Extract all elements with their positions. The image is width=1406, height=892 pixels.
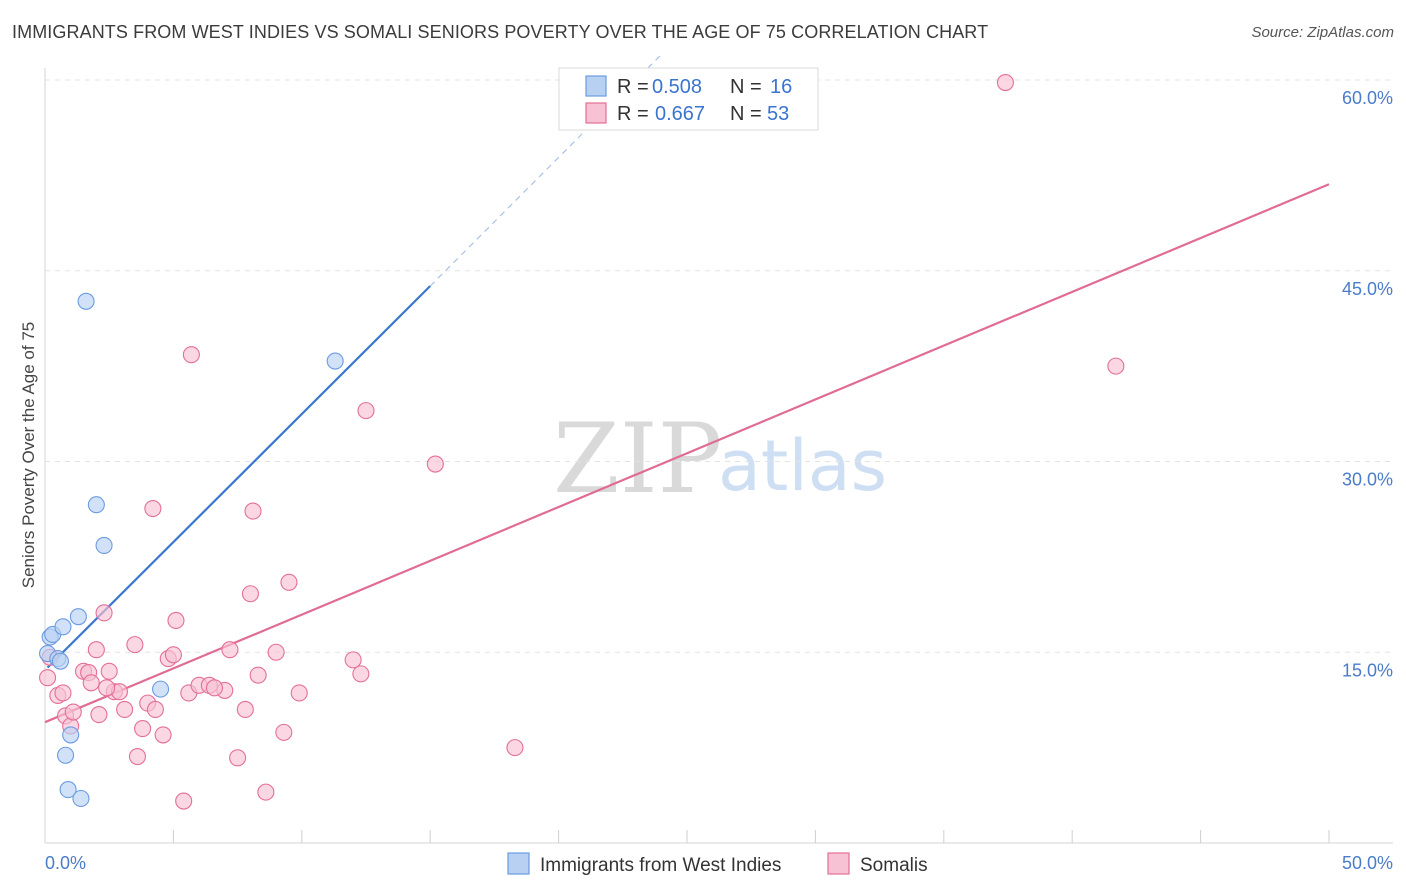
somalis-point-22 [146,700,164,719]
somalis-point-3 [54,684,72,702]
bottom-legend-label-somalis: Somalis [860,855,928,876]
x-axis-ticks [172,830,1330,843]
y-tick-labels: 15.0% 30.0% 45.0% 60.0% [1342,88,1393,680]
somalis-point-12 [95,604,113,622]
y-tick-label-15: 15.0% [1342,660,1393,680]
source-credit: Source: ZipAtlas.com [1251,24,1394,41]
somalis-point-39 [257,783,275,801]
west-indies-point-11 [77,292,95,310]
x-tick-label-50: 50.0% [1342,853,1393,873]
west-indies-point-7 [59,781,77,799]
west-indies-point-15 [326,352,344,370]
somalis-point-13 [100,662,118,680]
somalis-point-19 [134,719,152,738]
somalis-point-41 [275,723,293,741]
west-indies-point-14 [152,680,170,698]
somalis-point-42 [280,573,298,591]
somalis-point-23 [154,726,172,744]
y-tick-label-60: 60.0% [1342,88,1393,108]
west-indies-point-12 [87,496,105,514]
somalis-point-9 [82,674,100,692]
somalis-point-18 [128,747,146,766]
west-indies-point-10 [72,789,90,808]
bottom-legend-swatch-west-indies [507,852,530,875]
somalis-point-38 [249,666,267,684]
somalis-point-47 [426,455,444,473]
x-tick-label-0: 0.0% [45,853,86,873]
y-axis-label: Seniors Poverty Over the Age of 75 [19,322,38,588]
legend-r-value-west-indies: 0.508 [652,76,702,98]
somalis-point-34 [229,749,247,767]
somalis-point-45 [352,665,370,683]
somalis-point-17 [126,636,144,654]
bottom-legend-swatch-somalis [827,852,850,875]
somalis-point-50 [1107,357,1125,375]
somalis-point-49 [996,73,1014,92]
bottom-legend-label-west-indies: Immigrants from West Indies [540,855,781,876]
somalis-point-36 [241,585,259,603]
somalis-point-40 [267,643,285,661]
legend-n-label-somalis: N = [730,103,762,125]
somalis-point-29 [182,346,200,364]
legend-r-value-somalis: 0.667 [655,103,705,125]
stats-legend: R = 0.508 N = 16 R = 0.667 N = 53 [558,67,819,131]
somalis-point-37 [244,502,262,520]
somalis-point-35 [236,700,254,719]
trend-line-somalis [44,183,1330,724]
west-indies-point-6 [56,746,75,764]
y-tick-label-45: 45.0% [1342,279,1393,299]
somalis-point-25 [164,646,182,664]
chart-title: IMMIGRANTS FROM WEST INDIES VS SOMALI SE… [12,22,989,42]
somalis-point-0 [39,669,57,687]
y-tick-label-30: 30.0% [1342,470,1393,490]
somalis-point-27 [175,792,193,810]
watermark-atlas: atlas [718,425,887,507]
somalis-point-11 [90,706,108,724]
trend-lines [44,54,1330,724]
west-indies-points [39,292,344,808]
somalis-point-10 [87,641,105,659]
legend-n-label-west-indies: N = [730,76,762,98]
somalis-point-21 [144,500,162,518]
watermark-zip: ZIP [553,403,722,515]
somalis-point-44 [344,651,362,669]
legend-swatch-somalis [585,102,607,124]
gridlines [45,79,1393,653]
legend-r-label-somalis: R = [617,103,649,125]
legend-r-label-west-indies: R = [617,76,649,98]
legend-swatch-west-indies [585,75,607,97]
west-indies-point-8 [62,726,80,744]
somalis-point-52 [205,679,224,697]
west-indies-point-9 [69,608,87,626]
somalis-point-43 [290,684,308,702]
somalis-point-16 [116,700,134,719]
somalis-points [39,73,1125,810]
trend-line-west-indies [46,285,431,669]
west-indies-point-13 [95,536,113,554]
somalis-point-46 [357,402,375,420]
legend-n-value-somalis: 53 [767,103,789,125]
somalis-point-48 [506,739,524,757]
series-legend: Immigrants from West Indies Somalis [507,852,928,876]
west-indies-point-5 [54,618,72,636]
somalis-point-51 [98,679,116,697]
west-indies-point-4 [51,652,69,670]
somalis-point-26 [167,611,185,630]
somalis-point-6 [64,703,82,721]
somalis-point-33 [221,641,239,659]
legend-n-value-west-indies: 16 [770,76,792,98]
